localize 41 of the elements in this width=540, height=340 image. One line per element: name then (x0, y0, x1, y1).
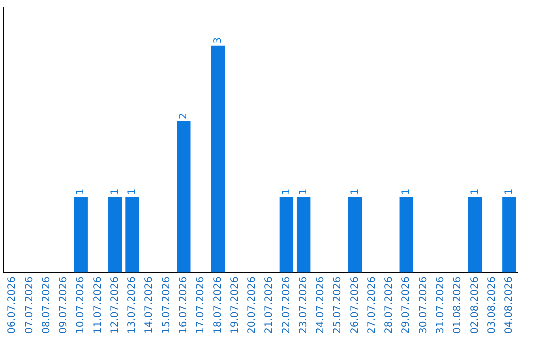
x-tick-label: 18.07.2026 (212, 276, 224, 334)
x-tick-label: 28.07.2026 (384, 276, 396, 334)
x-tick-label: 21.07.2026 (264, 276, 276, 334)
x-tick-label: 08.07.2026 (41, 276, 52, 334)
x-tick-label: 26.07.2026 (350, 276, 361, 334)
x-tick-label: 02.08.2026 (470, 276, 481, 334)
x-tick-label: 15.07.2026 (161, 276, 172, 334)
x-tick-label: 24.07.2026 (316, 276, 327, 334)
x-tick-label: 17.07.2026 (196, 276, 207, 334)
data-label: 2 (178, 113, 190, 120)
x-tick-label: 25.07.2026 (332, 276, 344, 334)
x-tick-label: 06.07.2026 (7, 276, 18, 334)
data-label: 1 (470, 188, 481, 196)
x-tick-label: 13.07.2026 (127, 276, 138, 334)
data-label: 1 (504, 188, 516, 196)
data-label: 1 (298, 188, 310, 196)
x-tick-label: 11.07.2026 (92, 276, 104, 334)
x-tick-label: 29.07.2026 (401, 276, 412, 334)
x-tick-label: 30.07.2026 (418, 276, 430, 334)
data-label: 1 (350, 188, 361, 196)
x-tick-label: 23.07.2026 (298, 276, 310, 334)
x-tick-label: 03.08.2026 (486, 276, 498, 334)
x-tick-label: 12.07.2026 (110, 276, 121, 334)
x-tick-label: 31.07.2026 (435, 276, 446, 334)
x-tick-label: 10.07.2026 (76, 276, 87, 334)
x-tick-label: 01.08.2026 (452, 276, 464, 334)
data-label: 1 (281, 188, 292, 196)
data-label: 1 (127, 188, 138, 196)
data-label: 1 (401, 188, 412, 196)
x-tick-label: 04.08.2026 (504, 276, 516, 334)
data-label: 1 (76, 188, 87, 196)
x-tick-label: 27.07.2026 (366, 276, 378, 334)
x-tick-label: 20.07.2026 (247, 276, 258, 334)
x-tick-label: 07.07.2026 (24, 276, 36, 334)
data-label: 1 (110, 188, 121, 196)
x-tick-label: 14.07.2026 (144, 276, 156, 334)
x-tick-label: 22.07.2026 (281, 276, 292, 334)
x-tick-label: 09.07.2026 (58, 276, 70, 334)
x-tick-label: 16.07.2026 (178, 276, 190, 334)
data-label: 3 (212, 37, 224, 44)
x-tick-label: 19.07.2026 (230, 276, 241, 334)
